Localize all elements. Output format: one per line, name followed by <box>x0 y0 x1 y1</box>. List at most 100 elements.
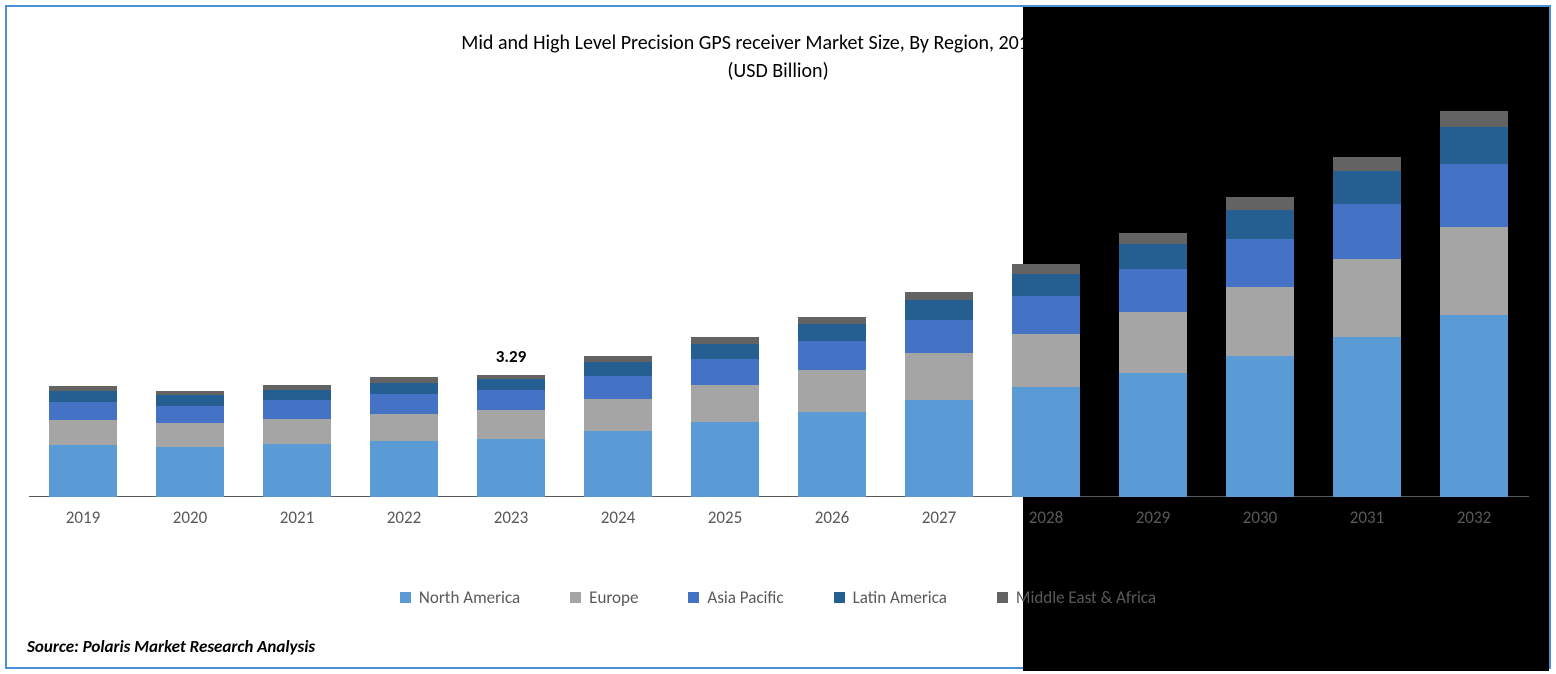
bar-2020 <box>156 391 224 497</box>
segment-latin-america <box>370 383 438 395</box>
segment-middle-east-africa <box>1333 157 1401 171</box>
segment-middle-east-africa <box>798 317 866 324</box>
segment-latin-america <box>1440 127 1508 164</box>
legend-swatch <box>400 592 411 603</box>
segment-europe <box>156 423 224 447</box>
segment-europe <box>263 419 331 445</box>
source-attribution: Source: Polaris Market Research Analysis <box>27 636 315 657</box>
x-label-2023: 2023 <box>494 507 528 528</box>
segment-asia-pacific <box>49 402 117 420</box>
segment-europe <box>798 370 866 412</box>
bar-2030 <box>1226 197 1294 497</box>
segment-latin-america <box>1119 244 1187 269</box>
plot-area: 3.29 <box>29 107 1529 497</box>
segment-europe <box>584 399 652 431</box>
segment-middle-east-africa <box>1440 111 1508 127</box>
segment-asia-pacific <box>1226 239 1294 288</box>
legend-item-latin-america: Latin America <box>834 587 947 608</box>
title-line-1: Mid and High Level Precision GPS receive… <box>461 31 1095 55</box>
x-label-2030: 2030 <box>1243 507 1277 528</box>
bar-2019 <box>49 386 117 497</box>
data-label-2023: 3.29 <box>496 346 526 367</box>
segment-middle-east-africa <box>905 292 973 301</box>
segment-latin-america <box>477 379 545 390</box>
segment-north-america <box>905 400 973 497</box>
bar-2029 <box>1119 233 1187 497</box>
segment-latin-america <box>798 324 866 341</box>
bar-2021 <box>263 385 331 497</box>
segment-europe <box>691 385 759 422</box>
x-label-2027: 2027 <box>922 507 956 528</box>
segment-europe <box>1012 334 1080 387</box>
segment-north-america <box>370 441 438 497</box>
x-label-2019: 2019 <box>66 507 100 528</box>
legend-swatch <box>997 592 1008 603</box>
segment-north-america <box>1119 373 1187 497</box>
segment-north-america <box>156 447 224 497</box>
segment-europe <box>1333 259 1401 337</box>
segment-north-america <box>1440 315 1508 497</box>
segment-north-america <box>49 445 117 497</box>
segment-asia-pacific <box>1333 204 1401 259</box>
segment-latin-america <box>1012 274 1080 296</box>
segment-asia-pacific <box>1440 164 1508 227</box>
x-label-2021: 2021 <box>280 507 314 528</box>
x-label-2024: 2024 <box>601 507 635 528</box>
segment-latin-america <box>905 300 973 320</box>
bar-2031 <box>1333 157 1401 497</box>
segment-asia-pacific <box>1119 269 1187 312</box>
bar-2032 <box>1440 111 1508 497</box>
segment-latin-america <box>49 391 117 402</box>
segment-asia-pacific <box>156 406 224 423</box>
legend-label: North America <box>419 587 520 608</box>
bar-2024 <box>584 356 652 497</box>
segment-latin-america <box>1226 210 1294 239</box>
bar-2026 <box>798 317 866 497</box>
segment-europe <box>1226 287 1294 356</box>
bar-2022 <box>370 377 438 497</box>
legend-label: Europe <box>589 587 638 608</box>
segment-middle-east-africa <box>1119 233 1187 244</box>
segment-europe <box>370 414 438 441</box>
segment-north-america <box>584 431 652 497</box>
legend: North America Europe Asia Pacific Latin Ame… <box>7 587 1549 608</box>
bar-2023 <box>477 375 545 497</box>
segment-europe <box>49 420 117 445</box>
x-axis-labels: 2019202020212022202320242025202620272028… <box>29 507 1529 537</box>
chart-title: Mid and High Level Precision GPS receive… <box>7 29 1549 85</box>
legend-label: Latin America <box>853 587 947 608</box>
segment-north-america <box>1226 356 1294 497</box>
segment-north-america <box>691 422 759 497</box>
segment-north-america <box>798 412 866 497</box>
segment-latin-america <box>263 390 331 401</box>
segment-asia-pacific <box>798 341 866 370</box>
legend-item-asia-pacific: Asia Pacific <box>688 587 783 608</box>
bar-2028 <box>1012 264 1080 497</box>
segment-middle-east-africa <box>1012 264 1080 274</box>
bar-2025 <box>691 337 759 497</box>
x-label-2022: 2022 <box>387 507 421 528</box>
legend-item-north-america: North America <box>400 587 520 608</box>
chart-container: Mid and High Level Precision GPS receive… <box>5 5 1551 669</box>
legend-swatch <box>570 592 581 603</box>
x-axis-line <box>29 496 1529 497</box>
segment-asia-pacific <box>905 320 973 353</box>
segment-latin-america <box>691 344 759 359</box>
legend-label: Middle East & Africa <box>1016 587 1156 608</box>
segment-north-america <box>477 439 545 497</box>
x-label-2031: 2031 <box>1350 507 1384 528</box>
segment-north-america <box>1012 387 1080 497</box>
segment-latin-america <box>584 362 652 375</box>
legend-item-middle-east-africa: Middle East & Africa <box>997 587 1156 608</box>
legend-label: Asia Pacific <box>707 587 783 608</box>
segment-europe <box>905 353 973 400</box>
x-label-2028: 2028 <box>1029 507 1063 528</box>
bar-2027 <box>905 292 973 497</box>
legend-item-europe: Europe <box>570 587 638 608</box>
segment-latin-america <box>1333 171 1401 204</box>
x-label-2020: 2020 <box>173 507 207 528</box>
segment-north-america <box>263 444 331 497</box>
segment-middle-east-africa <box>1226 197 1294 210</box>
segment-asia-pacific <box>584 376 652 399</box>
segment-asia-pacific <box>370 394 438 414</box>
